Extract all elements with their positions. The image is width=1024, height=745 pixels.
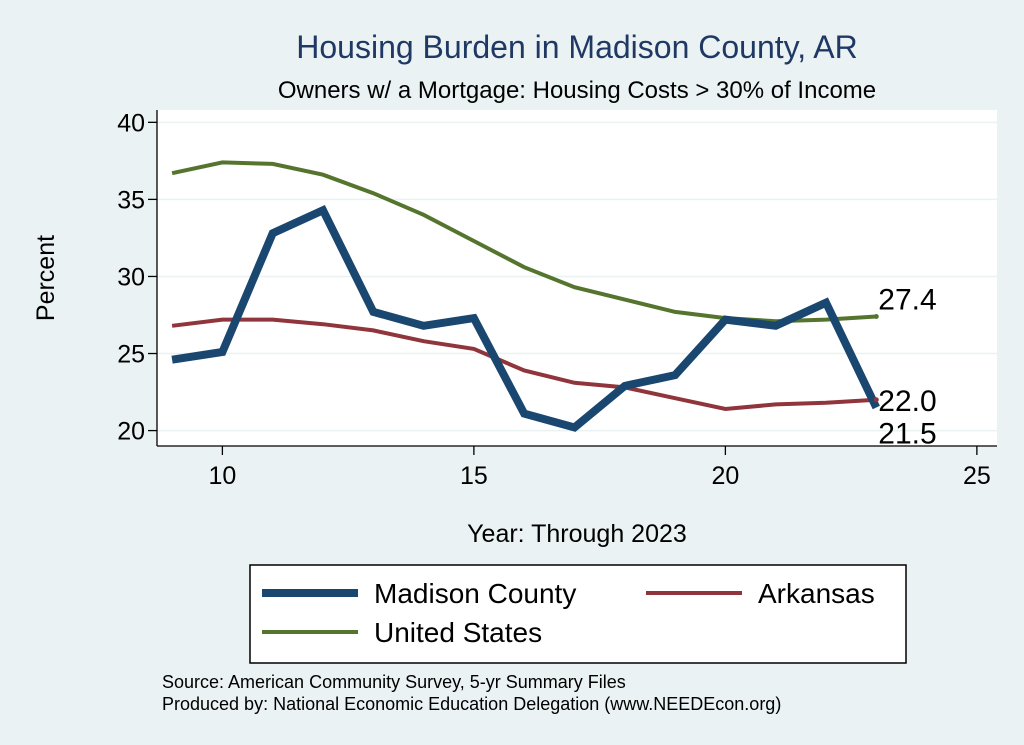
x-tick-label-10: 10	[208, 462, 236, 490]
y-tick-label-20: 20	[117, 418, 145, 446]
x-axis-title: Year: Through 2023	[467, 520, 687, 548]
producer-line: Produced by: National Economic Education…	[162, 694, 781, 714]
legend-label-madison-county: Madison County	[374, 578, 576, 609]
y-axis-title: Percent	[32, 235, 60, 321]
x-tick-label-20: 20	[711, 462, 739, 490]
end-label-arkansas: 22.0	[878, 385, 936, 418]
source-line: Source: American Community Survey, 5-yr …	[162, 672, 626, 692]
y-tick-label-35: 35	[117, 186, 145, 214]
end-marker-united-states	[873, 314, 879, 320]
legend: Madison County Arkansas United States	[249, 564, 907, 664]
series-line-arkansas	[171, 317, 877, 412]
y-tick-label-40: 40	[117, 109, 145, 137]
legend-label-arkansas: Arkansas	[758, 578, 875, 609]
series-lines	[171, 160, 880, 432]
plot-area	[157, 110, 997, 446]
y-axis-ticks: 20 25 30 35 40	[117, 109, 157, 446]
chart-title: Housing Burden in Madison County, AR	[296, 29, 858, 65]
y-tick-label-30: 30	[117, 263, 145, 291]
x-tick-label-15: 15	[460, 462, 488, 490]
end-label-united-states: 27.4	[878, 284, 936, 317]
y-tick-label-25: 25	[117, 341, 145, 369]
legend-box	[249, 564, 907, 664]
legend-label-united-states: United States	[374, 617, 542, 648]
chart-subtitle: Owners w/ a Mortgage: Housing Costs > 30…	[278, 77, 876, 104]
axes	[156, 110, 997, 447]
end-marker-arkansas	[873, 397, 879, 403]
grid-lines	[157, 121, 997, 432]
series-line-madison-county	[171, 204, 880, 432]
x-axis-ticks: 10 15 20 25	[208, 446, 991, 490]
end-label-madison-county: 21.5	[878, 417, 936, 450]
x-tick-label-25: 25	[963, 462, 991, 490]
series-end-labels: 21.522.0 27.4	[873, 284, 937, 450]
